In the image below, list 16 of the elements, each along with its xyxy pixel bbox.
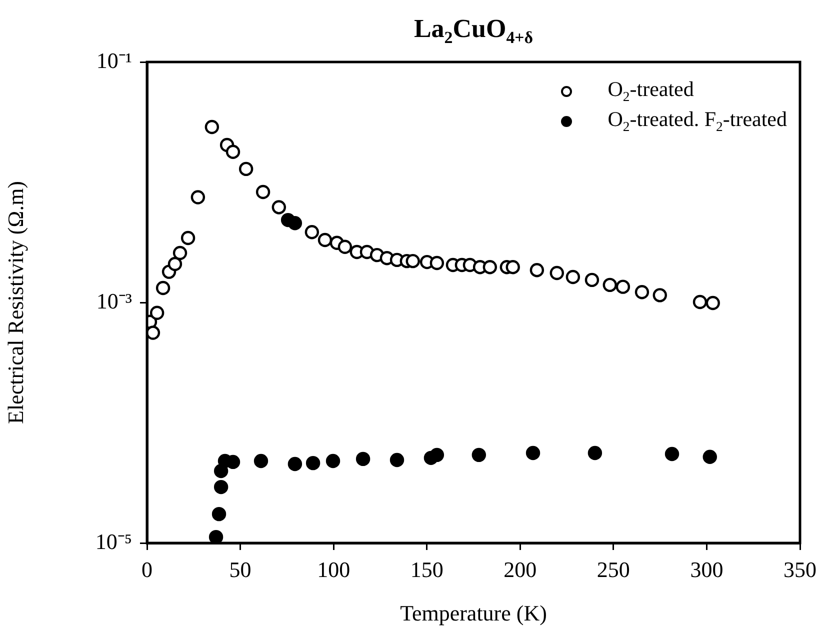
y-axis-title: Electrical Resistivity (Ω.m)	[2, 180, 28, 424]
x-tick-label: 100	[317, 556, 350, 582]
y-tick-label: 10⁻³	[96, 288, 132, 314]
x-tick-label: 200	[504, 556, 537, 582]
x-tick-label: 250	[596, 556, 630, 582]
x-tick-label: 150	[410, 556, 444, 582]
legend-label: O$_{2}$-treated. F$_{2}$-treated	[608, 106, 787, 136]
x-axis-title: Temperature (K)	[400, 600, 547, 626]
x-tick-label: 300	[690, 556, 724, 582]
chart-title: La$_{2}$CuO$_{4+δ}$	[412, 14, 534, 48]
y-tick-label: 10⁻⁵	[95, 528, 132, 554]
x-tick-label: 50	[229, 556, 252, 582]
legend-label: O$_{2}$-treated	[608, 76, 694, 106]
x-tick-label: 350	[784, 556, 816, 582]
x-tick-label: 0	[142, 556, 152, 582]
y-tick-label: 10⁻¹	[96, 48, 132, 73]
